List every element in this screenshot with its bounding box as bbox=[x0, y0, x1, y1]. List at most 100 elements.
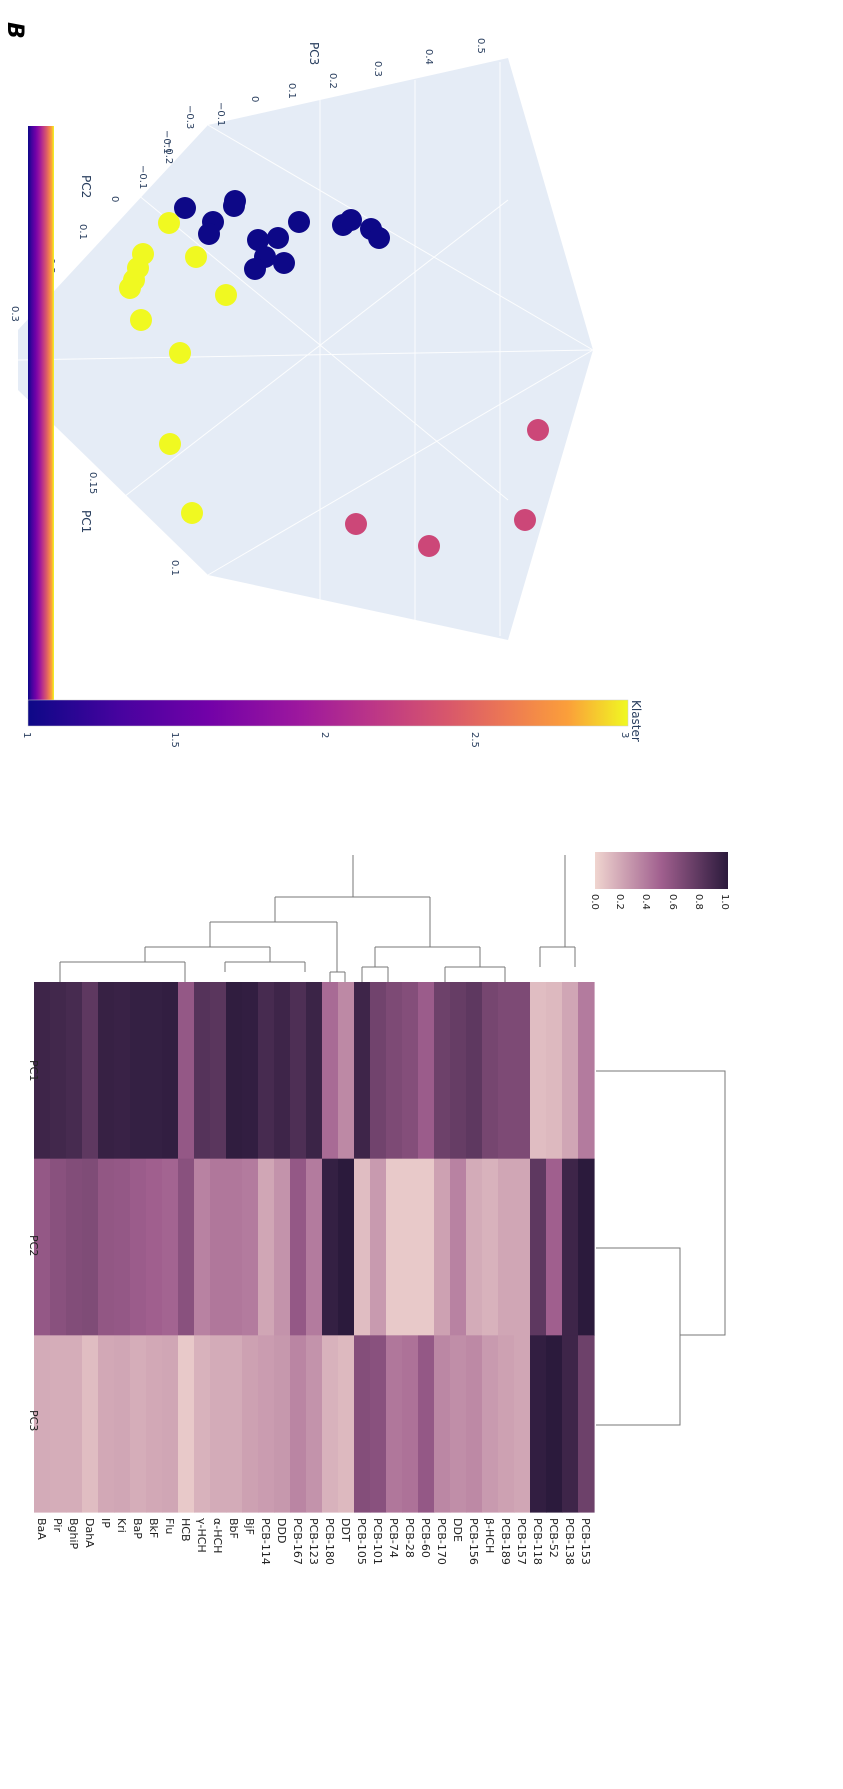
heatmap-row-label: BghiP bbox=[67, 1518, 80, 1550]
heatmap-row-label: PCB-189 bbox=[499, 1518, 512, 1565]
pc3-tick: −0.1 bbox=[161, 130, 172, 154]
heatmap-cell bbox=[146, 982, 163, 1160]
heatmap-cell bbox=[226, 982, 243, 1160]
heatmap-cell bbox=[178, 1158, 195, 1336]
heatmap-row-label: PCB-170 bbox=[435, 1518, 448, 1565]
heatmap-cell bbox=[450, 982, 467, 1160]
heatmap-row-label: PCB-153 bbox=[579, 1518, 592, 1565]
heatmap-cell bbox=[98, 1335, 115, 1513]
heatmap-cell bbox=[370, 982, 387, 1160]
pc2-tick: −0.1 bbox=[137, 165, 148, 189]
heatmap-cell bbox=[50, 1158, 67, 1336]
heatmap-colorbar-tick: 0.4 bbox=[640, 894, 651, 910]
heatmap-cell bbox=[306, 982, 323, 1160]
heatmap-cell bbox=[450, 1335, 467, 1513]
heatmap-cell bbox=[242, 1158, 259, 1336]
heatmap-row-label: PCB-118 bbox=[531, 1518, 544, 1565]
heatmap-row-label: Pir bbox=[51, 1518, 64, 1532]
heatmap-cell bbox=[466, 1158, 483, 1336]
scatter-point-cluster-3 bbox=[215, 284, 237, 306]
pc3-tick: 0.4 bbox=[423, 49, 434, 65]
heatmap-cells bbox=[34, 982, 595, 1513]
heatmap-row-label: PCB-28 bbox=[403, 1518, 416, 1558]
heatmap-cell bbox=[290, 1158, 307, 1336]
colorbar-title: Klaster bbox=[629, 700, 643, 742]
cluster-colorbar bbox=[28, 126, 54, 726]
heatmap-col-label: PC3 bbox=[27, 1410, 40, 1431]
heatmap-cell bbox=[578, 1335, 595, 1513]
scatter-point-cluster-2 bbox=[418, 535, 440, 557]
scatter-point-cluster-2 bbox=[527, 419, 549, 441]
heatmap-cell bbox=[322, 982, 339, 1160]
heatmap-cell bbox=[514, 982, 531, 1160]
heatmap-cell bbox=[82, 1158, 99, 1336]
heatmap-cell bbox=[354, 982, 371, 1160]
pc3-tick: 0.5 bbox=[475, 38, 486, 54]
heatmap-cell bbox=[146, 1158, 163, 1336]
loadings-heatmap: BaA Pir BghiP DahA IP Kri BaP BkF Flu HCB γ-HCH α-H… bbox=[27, 852, 730, 1565]
heatmap-cell bbox=[34, 1158, 51, 1336]
heatmap-cell bbox=[418, 982, 435, 1160]
heatmap-cell bbox=[258, 982, 275, 1160]
heatmap-cell bbox=[482, 982, 499, 1160]
heatmap-cell bbox=[434, 982, 451, 1160]
scatter-point-cluster-1 bbox=[223, 195, 245, 217]
heatmap-row-label: PCB-60 bbox=[419, 1518, 432, 1558]
heatmap-row-label: HCB bbox=[179, 1518, 192, 1542]
heatmap-cell bbox=[194, 1158, 211, 1336]
heatmap-cell bbox=[354, 1335, 371, 1513]
heatmap-row-label: PCB-74 bbox=[387, 1518, 400, 1558]
scatter-point-cluster-1 bbox=[288, 211, 310, 233]
heatmap-row-label: BkF bbox=[147, 1518, 160, 1538]
heatmap-row-label: BaP bbox=[131, 1518, 144, 1539]
heatmap-cell bbox=[562, 982, 579, 1160]
heatmap-cell bbox=[34, 1335, 51, 1513]
heatmap-cell bbox=[226, 1158, 243, 1336]
heatmap-colorbar: 0.0 0.2 0.4 0.6 0.8 1.0 bbox=[589, 852, 730, 910]
heatmap-cell bbox=[338, 982, 355, 1160]
heatmap-row-label: PCB-180 bbox=[323, 1518, 336, 1565]
heatmap-cell bbox=[82, 982, 99, 1160]
heatmap-row-label: PCB-138 bbox=[563, 1518, 576, 1565]
heatmap-cell bbox=[98, 1158, 115, 1336]
colorbar-tick: 1.5 bbox=[169, 732, 180, 748]
heatmap-colorbar-tick: 0.8 bbox=[693, 894, 704, 910]
axis-title-pc1: PC1 bbox=[79, 510, 93, 533]
scatter-point-cluster-1 bbox=[267, 227, 289, 249]
heatmap-cell bbox=[114, 982, 131, 1160]
heatmap-cell bbox=[546, 982, 563, 1160]
heatmap-cell bbox=[402, 1335, 419, 1513]
heatmap-cell bbox=[210, 1335, 227, 1513]
heatmap-cell bbox=[530, 1335, 547, 1513]
scatter-point-cluster-1 bbox=[273, 252, 295, 274]
heatmap-cell bbox=[530, 982, 547, 1160]
heatmap-cell bbox=[402, 982, 419, 1160]
heatmap-cell bbox=[50, 1335, 67, 1513]
pc2-tick: 0 bbox=[109, 196, 120, 202]
scatter-point-cluster-2 bbox=[514, 509, 536, 531]
heatmap-row-label: DDD bbox=[275, 1518, 288, 1543]
scatter-point-cluster-3 bbox=[169, 342, 191, 364]
heatmap-cell bbox=[162, 1335, 179, 1513]
heatmap-cell bbox=[514, 1158, 531, 1336]
heatmap-cell bbox=[66, 1158, 83, 1336]
scatter-point-cluster-3 bbox=[119, 277, 141, 299]
heatmap-cell bbox=[210, 1158, 227, 1336]
scatter-point-cluster-2 bbox=[345, 513, 367, 535]
heatmap-cell bbox=[258, 1158, 275, 1336]
colorbar-tick: 3 bbox=[619, 732, 630, 738]
heatmap-row-label: DDE bbox=[451, 1518, 464, 1542]
heatmap-row-label: DDT bbox=[339, 1518, 352, 1542]
heatmap-cell bbox=[498, 982, 515, 1160]
pca-3d-scatter: PC3 PC2 PC1 −0.3 −0.1 −0.1 0 0.1 0.2 0.3… bbox=[9, 38, 594, 640]
heatmap-cell bbox=[562, 1158, 579, 1336]
heatmap-cell bbox=[578, 1158, 595, 1336]
heatmap-cell bbox=[98, 982, 115, 1160]
heatmap-cell bbox=[514, 1335, 531, 1513]
pc2-tick: −0.2 bbox=[163, 140, 174, 164]
heatmap-cell bbox=[114, 1335, 131, 1513]
scatter-points bbox=[119, 190, 549, 557]
heatmap-cell bbox=[546, 1158, 563, 1336]
heatmap-cell bbox=[434, 1335, 451, 1513]
heatmap-cell bbox=[130, 1335, 147, 1513]
